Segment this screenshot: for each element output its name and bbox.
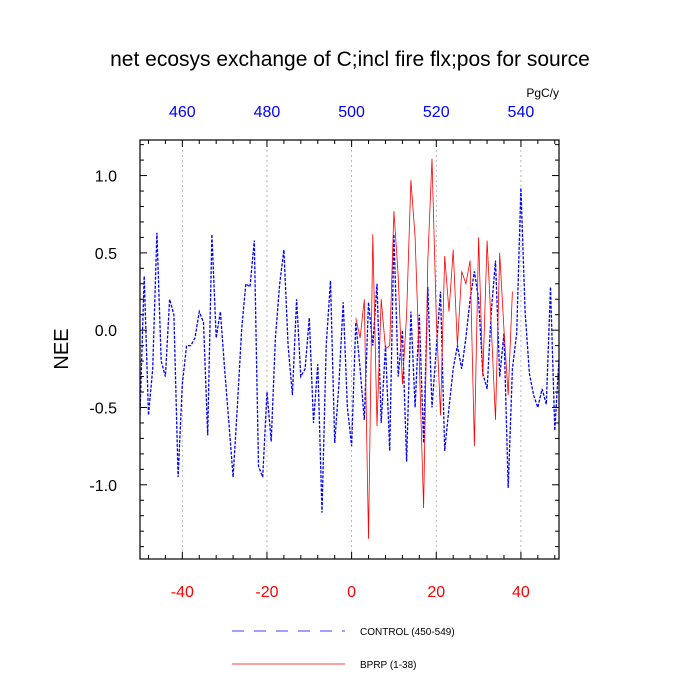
series-line-control [140,187,559,513]
x-top-tick-label: 480 [254,104,281,121]
vertical-grid [181,140,522,559]
chart-title: net ecosys exchange of C;incl fire flx;p… [110,48,590,71]
legend-label-bprp: BPRP (1-38) [360,660,417,671]
legend-label-control: CONTROL (450-549) [360,627,455,638]
x-bottom-tick-label: 0 [347,584,356,601]
plot-frame [139,139,560,560]
series-line-bprp [355,158,513,539]
x-bottom-tick-label: 20 [427,584,445,601]
tick-labels: -1.0 -0.5 0.0 0.5 1.0 -40 -20 0 20 40 460 480 500 520… [89,104,534,601]
units-label: PgC/y [526,86,559,100]
x-top-tick-label: 500 [338,104,365,121]
axis-ticks [140,140,559,559]
x-bottom-tick-label: -20 [255,584,278,601]
x-bottom-tick-label: 40 [512,584,530,601]
y-tick-label: 0.0 [95,323,117,340]
legend: CONTROL (450-549) BPRP (1-38) [232,627,455,671]
y-tick-label: 0.5 [95,246,117,263]
x-bottom-tick-label: -40 [171,584,194,601]
y-tick-label: -1.0 [89,478,117,495]
y-axis-label: NEE [51,328,73,369]
series-lines [140,158,559,539]
y-tick-label: -0.5 [89,400,117,417]
x-top-tick-label: 520 [423,104,450,121]
y-tick-label: 1.0 [95,169,117,186]
x-top-tick-label: 540 [508,104,535,121]
x-top-tick-label: 460 [169,104,196,121]
